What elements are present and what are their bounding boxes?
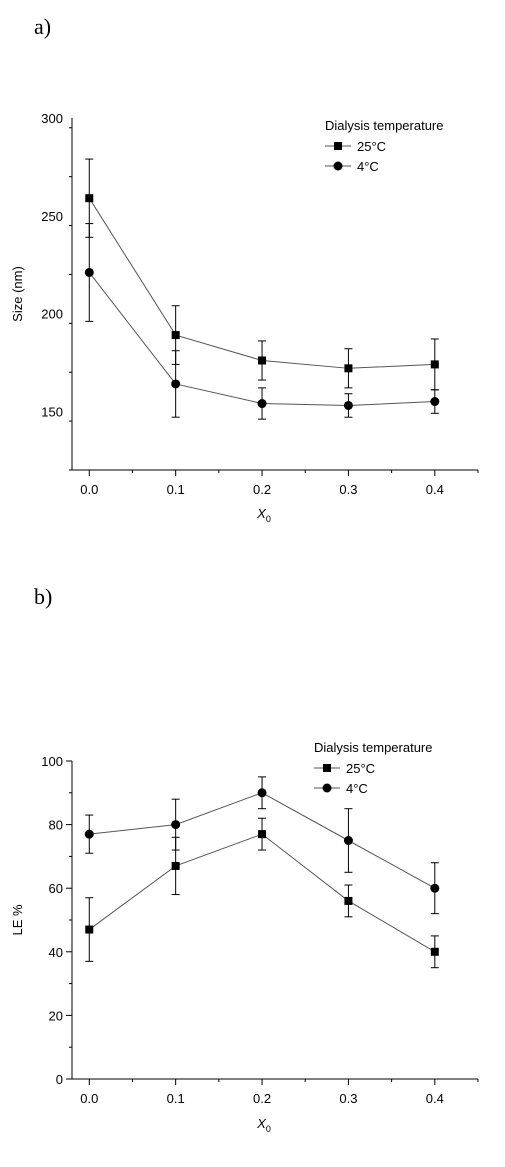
x-axis-title-main: X bbox=[256, 1116, 267, 1131]
legend-marker bbox=[322, 783, 332, 793]
x-axis-title-main: X bbox=[256, 506, 267, 521]
legend: Dialysis temperature 25°C 4°C bbox=[314, 740, 433, 796]
legend-label: 4°C bbox=[357, 159, 379, 174]
x-tick-label: 0.2 bbox=[253, 1091, 271, 1106]
panel-label: a) bbox=[34, 14, 51, 39]
data-point bbox=[258, 356, 267, 365]
chart-panel-a: a) 150 200 250 300 0.0 0.1 0.2 0.3 0.4 Size (nm) X0… bbox=[10, 14, 479, 524]
data-point bbox=[85, 194, 94, 203]
data-point bbox=[430, 947, 439, 956]
x-axis-title-subscript: 0 bbox=[266, 514, 271, 524]
data-point bbox=[171, 820, 181, 830]
y-tick-label: 300 bbox=[41, 111, 63, 126]
legend-title: Dialysis temperature bbox=[325, 118, 444, 133]
legend-label: 25°C bbox=[357, 139, 386, 154]
x-tick-label: 0.0 bbox=[80, 482, 98, 497]
series-line bbox=[88, 272, 435, 406]
x-tick-label: 0.3 bbox=[339, 1091, 357, 1106]
legend-label: 4°C bbox=[346, 781, 368, 796]
data-point bbox=[257, 788, 267, 798]
y-tick-label: 60 bbox=[49, 881, 63, 896]
x-tick-label: 0.0 bbox=[80, 1091, 98, 1106]
data-point bbox=[430, 360, 439, 369]
data-point bbox=[171, 331, 180, 340]
series-4c bbox=[84, 223, 440, 420]
series-25c bbox=[85, 817, 439, 969]
legend-marker bbox=[323, 764, 331, 772]
legend-marker bbox=[334, 142, 342, 150]
legend-label: 25°C bbox=[346, 761, 375, 776]
legend: Dialysis temperature 25°C 4°C bbox=[325, 118, 444, 174]
data-point bbox=[343, 400, 353, 410]
x-tick-label: 0.3 bbox=[339, 482, 357, 497]
data-point bbox=[171, 861, 180, 870]
y-tick-label: 20 bbox=[49, 1008, 63, 1023]
x-tick-label: 0.4 bbox=[426, 1091, 444, 1106]
y-tick-label: 200 bbox=[41, 307, 63, 322]
x-tick-label: 0.4 bbox=[426, 482, 444, 497]
data-point bbox=[343, 836, 353, 845]
y-tick-label: 0 bbox=[56, 1072, 63, 1087]
series-4c bbox=[84, 776, 440, 915]
data-point bbox=[257, 399, 267, 409]
y-tick-label: 40 bbox=[49, 945, 63, 960]
data-point bbox=[258, 830, 267, 839]
data-point bbox=[430, 397, 440, 407]
y-tick-label: 150 bbox=[41, 404, 63, 419]
y-axis-title: LE % bbox=[10, 904, 25, 936]
y-tick-label: 250 bbox=[41, 209, 63, 224]
y-tick-label: 80 bbox=[49, 818, 63, 833]
data-point bbox=[430, 883, 440, 893]
x-axis-title: X0 bbox=[256, 506, 271, 524]
series-line bbox=[88, 833, 436, 953]
x-tick-label: 0.1 bbox=[167, 1091, 185, 1106]
legend-marker bbox=[333, 161, 343, 171]
data-point bbox=[344, 364, 353, 373]
x-axis-title-subscript: 0 bbox=[266, 1124, 271, 1134]
data-point bbox=[344, 896, 353, 905]
data-point bbox=[84, 267, 94, 277]
data-point bbox=[85, 925, 94, 934]
panel-label: b) bbox=[34, 584, 52, 609]
data-point bbox=[171, 379, 181, 389]
y-axis-title: Size (nm) bbox=[10, 266, 25, 322]
y-tick-label: 100 bbox=[41, 754, 63, 769]
x-tick-label: 0.2 bbox=[253, 482, 271, 497]
x-tick-label: 0.1 bbox=[167, 482, 185, 497]
data-point bbox=[84, 829, 94, 839]
x-axis-title: X0 bbox=[256, 1116, 271, 1134]
legend-title: Dialysis temperature bbox=[314, 740, 433, 755]
series-25c bbox=[85, 158, 439, 391]
